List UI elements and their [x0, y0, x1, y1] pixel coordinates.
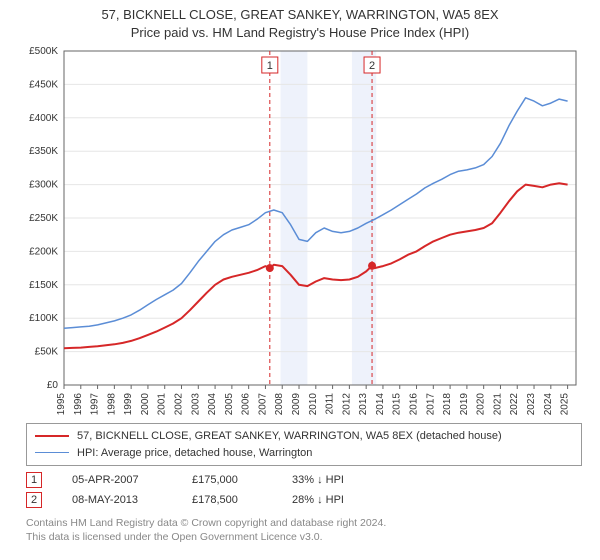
svg-text:2004: 2004 — [207, 393, 218, 416]
svg-text:£500K: £500K — [29, 46, 58, 57]
svg-text:2023: 2023 — [526, 393, 537, 416]
svg-text:2000: 2000 — [140, 393, 151, 416]
svg-text:1995: 1995 — [56, 393, 67, 416]
svg-text:2008: 2008 — [274, 393, 285, 416]
svg-text:2: 2 — [369, 60, 375, 72]
sale-date-2: 08-MAY-2013 — [72, 494, 162, 506]
sale-marker-badge-1: 1 — [26, 472, 42, 488]
svg-text:1: 1 — [267, 60, 273, 72]
svg-text:1999: 1999 — [123, 393, 134, 416]
svg-text:2001: 2001 — [157, 393, 168, 416]
svg-text:£0: £0 — [47, 380, 59, 391]
sale-marker-row: 1 05-APR-2007 £175,000 33% ↓ HPI — [26, 470, 582, 490]
attribution-line-2: This data is licensed under the Open Gov… — [26, 530, 582, 544]
svg-text:2013: 2013 — [358, 393, 369, 416]
svg-text:2011: 2011 — [325, 393, 336, 415]
svg-text:2019: 2019 — [459, 393, 470, 416]
sale-delta-2: 28% ↓ HPI — [292, 494, 382, 506]
legend-swatch-property — [35, 435, 69, 437]
svg-text:£400K: £400K — [29, 113, 58, 124]
svg-text:£350K: £350K — [29, 146, 58, 157]
svg-text:2010: 2010 — [308, 393, 319, 416]
svg-text:£150K: £150K — [29, 280, 58, 291]
legend-row-hpi: HPI: Average price, detached house, Warr… — [35, 445, 573, 462]
svg-text:2002: 2002 — [174, 393, 185, 416]
svg-text:£450K: £450K — [29, 79, 58, 90]
svg-text:1997: 1997 — [90, 393, 101, 416]
svg-text:2014: 2014 — [375, 393, 386, 416]
svg-text:2021: 2021 — [492, 393, 503, 416]
svg-text:2020: 2020 — [476, 393, 487, 416]
svg-text:2007: 2007 — [257, 393, 268, 416]
svg-text:1996: 1996 — [73, 393, 84, 416]
svg-text:2009: 2009 — [291, 393, 302, 416]
svg-text:2012: 2012 — [341, 393, 352, 416]
svg-text:2005: 2005 — [224, 393, 235, 416]
sale-marker-badge-2: 2 — [26, 492, 42, 508]
chart-svg: £0 £50K £100K £150K £200K £250K £300K £350K £400… — [18, 45, 582, 417]
legend: 57, BICKNELL CLOSE, GREAT SANKEY, WARRIN… — [26, 423, 582, 466]
svg-text:2016: 2016 — [409, 393, 420, 416]
chart-area: £0 £50K £100K £150K £200K £250K £300K £350K £400… — [18, 45, 582, 417]
svg-text:2015: 2015 — [392, 393, 403, 416]
svg-text:2017: 2017 — [425, 393, 436, 416]
chart-title: 57, BICKNELL CLOSE, GREAT SANKEY, WARRIN… — [0, 0, 600, 41]
legend-row-property: 57, BICKNELL CLOSE, GREAT SANKEY, WARRIN… — [35, 428, 573, 445]
svg-text:2024: 2024 — [543, 393, 554, 416]
svg-text:£100K: £100K — [29, 313, 58, 324]
svg-text:£50K: £50K — [35, 347, 59, 358]
legend-swatch-hpi — [35, 452, 69, 453]
sale-price-2: £178,500 — [192, 494, 262, 506]
svg-text:1998: 1998 — [106, 393, 117, 416]
svg-text:2022: 2022 — [509, 393, 520, 416]
sale-delta-1: 33% ↓ HPI — [292, 474, 382, 486]
attribution: Contains HM Land Registry data © Crown c… — [26, 516, 582, 544]
title-line-1: 57, BICKNELL CLOSE, GREAT SANKEY, WARRIN… — [0, 6, 600, 24]
svg-text:2018: 2018 — [442, 393, 453, 416]
sale-date-1: 05-APR-2007 — [72, 474, 162, 486]
attribution-line-1: Contains HM Land Registry data © Crown c… — [26, 516, 582, 530]
legend-label-property: 57, BICKNELL CLOSE, GREAT SANKEY, WARRIN… — [77, 428, 502, 445]
sale-price-1: £175,000 — [192, 474, 262, 486]
legend-label-hpi: HPI: Average price, detached house, Warr… — [77, 445, 312, 462]
svg-text:£200K: £200K — [29, 246, 58, 257]
svg-text:£300K: £300K — [29, 180, 58, 191]
sale-marker-row: 2 08-MAY-2013 £178,500 28% ↓ HPI — [26, 490, 582, 510]
sale-marker-table: 1 05-APR-2007 £175,000 33% ↓ HPI 2 08-MA… — [26, 470, 582, 510]
svg-text:2006: 2006 — [241, 393, 252, 416]
chart-container: 57, BICKNELL CLOSE, GREAT SANKEY, WARRIN… — [0, 0, 600, 560]
title-line-2: Price paid vs. HM Land Registry's House … — [0, 24, 600, 42]
svg-text:£250K: £250K — [29, 213, 58, 224]
svg-text:2003: 2003 — [190, 393, 201, 416]
svg-text:2025: 2025 — [560, 393, 571, 416]
